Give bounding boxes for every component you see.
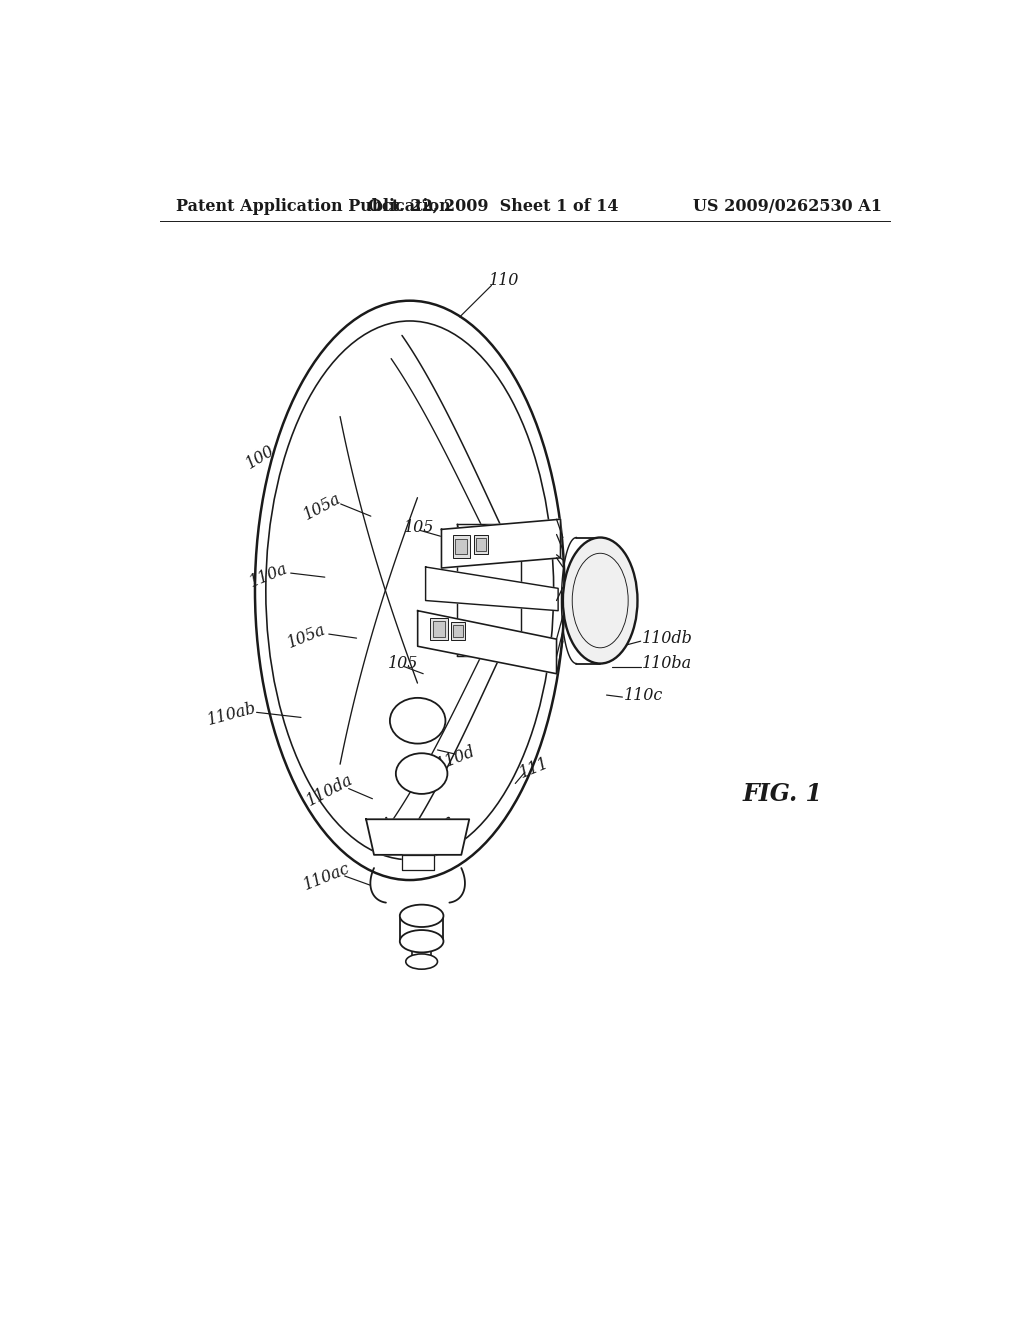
Bar	[453, 536, 470, 558]
Text: 110c: 110c	[624, 686, 664, 704]
Text: 110ac: 110ac	[301, 859, 352, 894]
Ellipse shape	[399, 931, 443, 953]
Text: FIG. 1: FIG. 1	[743, 781, 823, 805]
Polygon shape	[418, 611, 557, 673]
Polygon shape	[401, 855, 433, 870]
Polygon shape	[426, 568, 558, 611]
Polygon shape	[458, 524, 521, 656]
Text: 110ab: 110ab	[206, 700, 259, 729]
Bar	[433, 622, 445, 636]
Text: 110ba: 110ba	[642, 655, 692, 672]
Text: 110da: 110da	[304, 771, 356, 810]
Polygon shape	[441, 519, 560, 568]
Ellipse shape	[460, 535, 479, 647]
Text: 110b: 110b	[596, 590, 637, 607]
Bar	[454, 624, 463, 638]
Text: 100: 100	[243, 442, 278, 473]
Bar	[476, 539, 486, 550]
Bar	[451, 622, 465, 640]
Ellipse shape	[396, 754, 447, 793]
Text: 110a: 110a	[247, 560, 291, 590]
Ellipse shape	[390, 698, 445, 743]
Text: 105: 105	[388, 655, 419, 672]
Text: 110db: 110db	[642, 630, 693, 647]
Polygon shape	[367, 820, 469, 855]
Ellipse shape	[399, 904, 443, 927]
Text: 105: 105	[404, 519, 434, 536]
Text: US 2009/0262530 A1: US 2009/0262530 A1	[693, 198, 882, 215]
Text: 111: 111	[517, 755, 551, 781]
Ellipse shape	[406, 954, 437, 969]
Ellipse shape	[563, 537, 638, 664]
Text: 110: 110	[489, 272, 519, 289]
Text: Oct. 22, 2009  Sheet 1 of 14: Oct. 22, 2009 Sheet 1 of 14	[368, 198, 618, 215]
Bar	[430, 618, 447, 640]
Text: 105a: 105a	[301, 490, 344, 524]
Text: 105a: 105a	[285, 620, 329, 652]
Bar	[456, 539, 467, 554]
Text: 110d: 110d	[433, 743, 477, 774]
Bar	[474, 536, 488, 554]
Text: Patent Application Publication: Patent Application Publication	[176, 198, 451, 215]
